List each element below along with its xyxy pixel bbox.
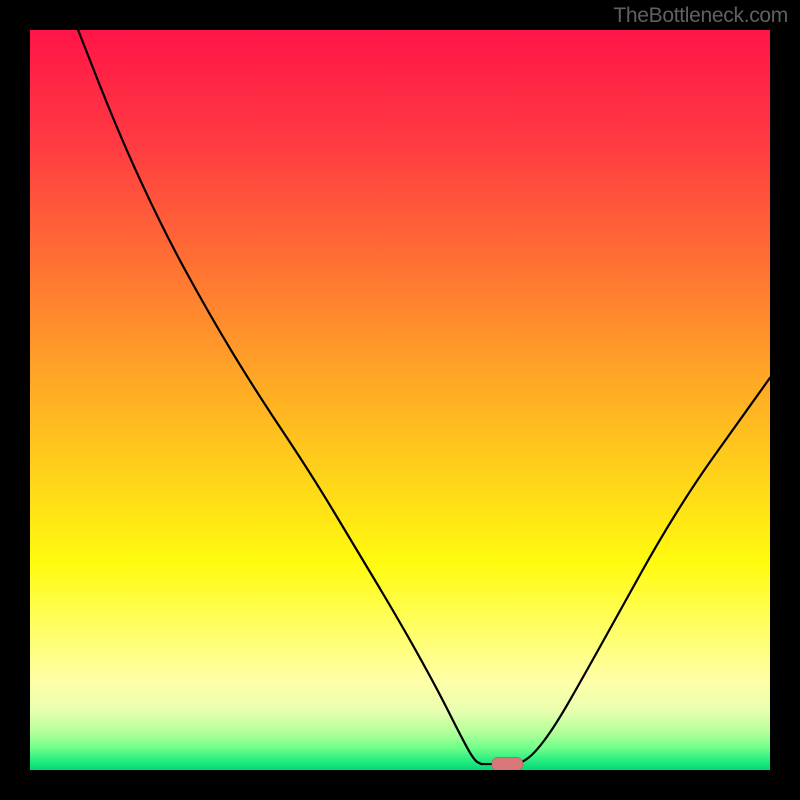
plot-area	[30, 30, 770, 770]
optimal-marker	[492, 757, 523, 770]
bottleneck-curve-chart	[30, 30, 770, 770]
chart-container: TheBottleneck.com	[0, 0, 800, 800]
watermark-text: TheBottleneck.com	[613, 4, 788, 28]
gradient-background	[30, 30, 770, 770]
